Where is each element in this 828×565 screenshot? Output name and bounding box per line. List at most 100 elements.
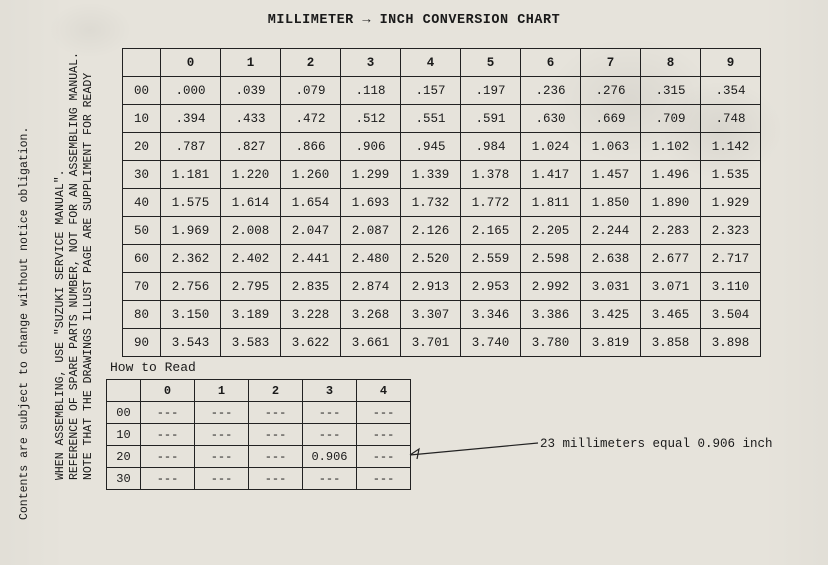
cell-value: .512 <box>341 105 401 133</box>
row-header: 20 <box>123 133 161 161</box>
cell-value: .433 <box>221 105 281 133</box>
cell-value: 1.378 <box>461 161 521 189</box>
cell-value: 1.850 <box>581 189 641 217</box>
contents-note: Contents are subject to change without n… <box>18 90 31 520</box>
cell-value: --- <box>141 468 195 490</box>
col-header: 5 <box>461 49 521 77</box>
cell-value: 1.535 <box>701 161 761 189</box>
cell-value: .866 <box>281 133 341 161</box>
cell-value: 3.898 <box>701 329 761 357</box>
col-header: 4 <box>357 380 411 402</box>
cell-value: 2.835 <box>281 273 341 301</box>
cell-value: 3.583 <box>221 329 281 357</box>
cell-value: 1.654 <box>281 189 341 217</box>
table-row: 00--------------- <box>107 402 411 424</box>
cell-value: 2.441 <box>281 245 341 273</box>
col-header: 7 <box>581 49 641 77</box>
col-header: 0 <box>161 49 221 77</box>
cell-value: 1.417 <box>521 161 581 189</box>
cell-value: .827 <box>221 133 281 161</box>
cell-value: 2.559 <box>461 245 521 273</box>
table-corner <box>123 49 161 77</box>
cell-value: 1.614 <box>221 189 281 217</box>
col-header: 3 <box>341 49 401 77</box>
row-header: 10 <box>107 424 141 446</box>
cell-value: 3.622 <box>281 329 341 357</box>
table-row: 602.3622.4022.4412.4802.5202.5592.5982.6… <box>123 245 761 273</box>
cell-value: --- <box>195 468 249 490</box>
conversion-table: 0123456789 00.000.039.079.118.157.197.23… <box>122 48 761 357</box>
cell-value: 1.811 <box>521 189 581 217</box>
cell-value: --- <box>357 446 411 468</box>
cell-value: --- <box>195 446 249 468</box>
table-row: 903.5433.5833.6223.6613.7013.7403.7803.8… <box>123 329 761 357</box>
col-header: 6 <box>521 49 581 77</box>
col-header: 0 <box>141 380 195 402</box>
cell-value: 3.858 <box>641 329 701 357</box>
cell-value: .039 <box>221 77 281 105</box>
cell-value: 1.220 <box>221 161 281 189</box>
cell-value: --- <box>303 424 357 446</box>
cell-value: 3.110 <box>701 273 761 301</box>
cell-value: --- <box>249 424 303 446</box>
cell-value: 3.701 <box>401 329 461 357</box>
cell-value: --- <box>303 468 357 490</box>
col-header: 1 <box>195 380 249 402</box>
row-header: 80 <box>123 301 161 329</box>
cell-value: 2.126 <box>401 217 461 245</box>
cell-value: 2.323 <box>701 217 761 245</box>
table-row: 803.1503.1893.2283.2683.3073.3463.3863.4… <box>123 301 761 329</box>
cell-value: --- <box>249 402 303 424</box>
cell-value: 2.283 <box>641 217 701 245</box>
table-row: 501.9692.0082.0472.0872.1262.1652.2052.2… <box>123 217 761 245</box>
how-to-read-label: How to Read <box>110 360 411 375</box>
table-row: 20---------0.906--- <box>107 446 411 468</box>
cell-value: .394 <box>161 105 221 133</box>
cell-value: .157 <box>401 77 461 105</box>
table-row: 00.000.039.079.118.157.197.236.276.315.3… <box>123 77 761 105</box>
cell-value: 1.102 <box>641 133 701 161</box>
cell-value: 2.402 <box>221 245 281 273</box>
cell-value: .197 <box>461 77 521 105</box>
col-header: 3 <box>303 380 357 402</box>
cell-value: 2.520 <box>401 245 461 273</box>
cell-value: 3.268 <box>341 301 401 329</box>
cell-value: 2.047 <box>281 217 341 245</box>
cell-value: 2.795 <box>221 273 281 301</box>
cell-value: .236 <box>521 77 581 105</box>
cell-value: 1.299 <box>341 161 401 189</box>
cell-value: 2.677 <box>641 245 701 273</box>
pointer-arrow-icon <box>404 437 544 477</box>
cell-value: 3.504 <box>701 301 761 329</box>
cell-value: .669 <box>581 105 641 133</box>
table-corner <box>107 380 141 402</box>
cell-value: --- <box>357 468 411 490</box>
cell-value: 2.756 <box>161 273 221 301</box>
cell-value: 3.071 <box>641 273 701 301</box>
row-header: 20 <box>107 446 141 468</box>
table-row: 401.5751.6141.6541.6931.7321.7721.8111.8… <box>123 189 761 217</box>
cell-value: 3.150 <box>161 301 221 329</box>
row-header: 10 <box>123 105 161 133</box>
col-header: 2 <box>281 49 341 77</box>
cell-value: 3.465 <box>641 301 701 329</box>
cell-value: .551 <box>401 105 461 133</box>
cell-value: .591 <box>461 105 521 133</box>
cell-value: .984 <box>461 133 521 161</box>
cell-value: .630 <box>521 105 581 133</box>
cell-value: 1.457 <box>581 161 641 189</box>
cell-value: .748 <box>701 105 761 133</box>
row-header: 40 <box>123 189 161 217</box>
cell-value: 2.205 <box>521 217 581 245</box>
cell-value: 1.142 <box>701 133 761 161</box>
row-header: 00 <box>107 402 141 424</box>
cell-value: 3.228 <box>281 301 341 329</box>
cell-value: --- <box>141 402 195 424</box>
cell-value: 3.661 <box>341 329 401 357</box>
cell-value: 1.339 <box>401 161 461 189</box>
cell-value: 3.386 <box>521 301 581 329</box>
cell-value: 3.543 <box>161 329 221 357</box>
cell-value: .315 <box>641 77 701 105</box>
cell-value: --- <box>357 402 411 424</box>
row-header: 90 <box>123 329 161 357</box>
